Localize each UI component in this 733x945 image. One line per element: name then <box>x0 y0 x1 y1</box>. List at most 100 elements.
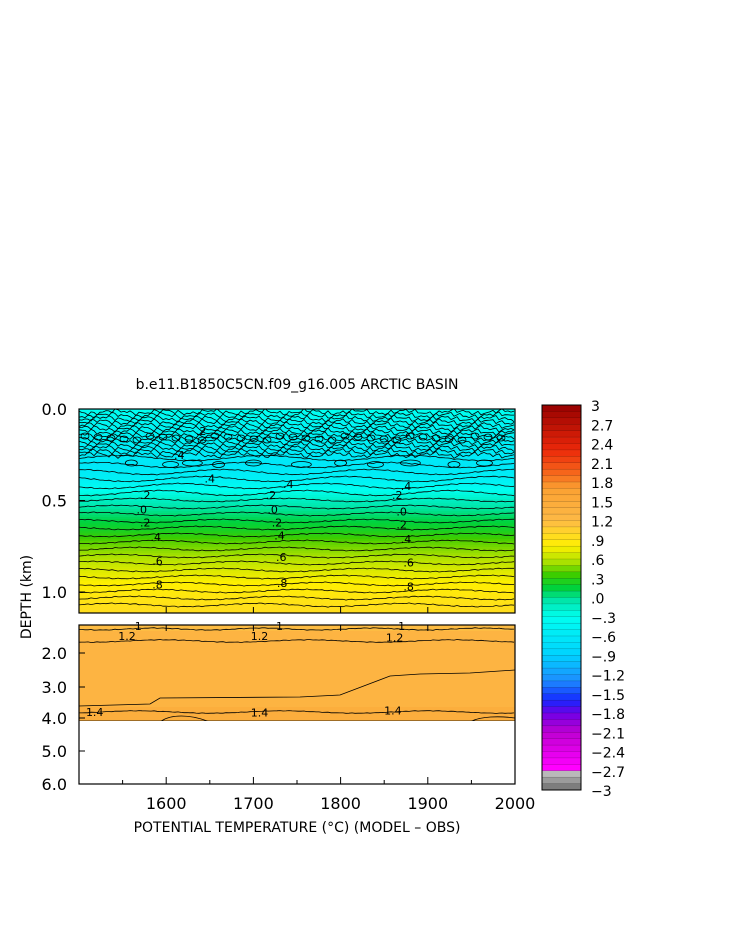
upper-field-band <box>79 599 515 602</box>
depth-contour <box>79 639 515 644</box>
colorbar-label: −2.1 <box>591 726 625 742</box>
colorbar-swatch <box>541 526 582 534</box>
contour-label: .4 <box>274 529 285 542</box>
upper-field-band <box>79 451 515 454</box>
x-tick-label: 1600 <box>146 794 187 813</box>
colorbar-label: −.3 <box>591 611 616 627</box>
colorbar-swatch <box>541 443 582 451</box>
colorbar-swatch <box>541 635 582 643</box>
lower-field-band <box>79 653 515 656</box>
contour-label: .4 <box>150 531 161 544</box>
upper-field-band <box>79 425 515 428</box>
upper-field-band <box>79 499 515 502</box>
lower-field-band <box>79 673 515 676</box>
contour-blob <box>399 459 421 467</box>
lower-field-band <box>79 705 515 708</box>
upper-field-band <box>79 457 515 460</box>
upper-field-band <box>79 573 515 576</box>
colorbar-swatch <box>541 706 582 714</box>
contour-blob <box>162 461 179 468</box>
colorbar-swatch <box>541 680 582 688</box>
colorbar-swatch <box>541 629 582 637</box>
depth-contour <box>79 669 515 707</box>
depth-contour <box>79 482 515 490</box>
lower-field-band <box>79 695 515 698</box>
contour-blob <box>476 459 493 467</box>
colorbar-swatch <box>541 590 582 598</box>
colorbar <box>541 404 582 791</box>
contour-label: 1 <box>135 620 142 633</box>
contour-blob <box>470 432 480 440</box>
contour-blob <box>366 434 376 442</box>
upper-field-band <box>79 513 515 516</box>
upper-field-band <box>79 503 515 506</box>
contour-blob <box>262 436 272 444</box>
lower-field-band <box>79 669 515 672</box>
contour-label: .6 <box>403 557 414 570</box>
contour-blob <box>124 459 138 467</box>
depth-contour <box>79 602 515 608</box>
colorbar-label: −3 <box>591 784 612 800</box>
upper-field-band <box>79 453 515 456</box>
colorbar-swatch <box>541 494 582 502</box>
colorbar-swatch <box>541 738 582 746</box>
contour-label: 1.4 <box>384 704 402 717</box>
lower-field-band <box>79 675 515 678</box>
contour-label: 1.2 <box>386 631 404 644</box>
upper-field-band <box>79 569 515 572</box>
upper-field-band <box>79 593 515 596</box>
lower-field-band <box>79 631 515 634</box>
colorbar-swatch <box>541 712 582 720</box>
colorbar-swatch <box>541 648 582 656</box>
colorbar-swatch <box>541 424 582 432</box>
depth-contour <box>79 511 515 517</box>
upper-field-band <box>79 587 515 590</box>
lower-field-band <box>79 683 515 686</box>
contour-label: .6 <box>152 555 163 568</box>
lower-field-band <box>79 697 515 700</box>
contour-blob <box>290 461 312 468</box>
contour-label: .2 <box>396 518 407 531</box>
upper-field-band <box>79 591 515 594</box>
colorbar-label: .0 <box>591 592 604 608</box>
colorbar-swatch <box>541 674 582 682</box>
colorbar-label: 2.4 <box>591 438 613 454</box>
contour-label: .2 <box>272 516 283 529</box>
upper-field-band <box>79 571 515 574</box>
contour-blob <box>249 435 259 443</box>
depth-contour <box>79 468 515 476</box>
lower-field-band <box>79 671 515 674</box>
contour-blob <box>301 434 311 442</box>
x-tick-label: 1800 <box>320 794 361 813</box>
contour-blob <box>496 434 506 442</box>
y-tick-label: 3.0 <box>42 678 67 697</box>
depth-contour <box>79 532 515 538</box>
contour-blob <box>132 436 142 444</box>
colorbar-swatch <box>541 751 582 759</box>
colorbar-swatch <box>541 456 582 464</box>
depth-contour <box>79 497 515 503</box>
contour-blob <box>288 433 298 441</box>
surface-contour <box>79 424 515 433</box>
contour-blob <box>181 459 203 467</box>
upper-field-band <box>79 601 515 604</box>
contour-blob <box>418 433 428 441</box>
lower-panel-field <box>79 625 515 721</box>
upper-field-band <box>79 581 515 584</box>
upper-field-band <box>79 477 515 480</box>
lower-field-band <box>79 691 515 694</box>
colorbar-label: 1.5 <box>591 495 613 511</box>
upper-field-band <box>79 473 515 476</box>
contour-blob <box>405 432 415 440</box>
depth-contour <box>79 581 515 587</box>
lower-field-band <box>79 649 515 652</box>
lower-field-band <box>79 647 515 650</box>
upper-field-band <box>79 597 515 600</box>
contour-label: .2 <box>140 489 151 502</box>
colorbar-swatch <box>541 468 582 477</box>
depth-contour <box>79 525 515 531</box>
upper-field-band <box>79 447 515 450</box>
x-axis-label: POTENTIAL TEMPERATURE (°C) (MODEL – OBS) <box>134 820 461 836</box>
contour-label: 1.4 <box>251 706 269 719</box>
contour-label: .0 <box>137 504 148 517</box>
